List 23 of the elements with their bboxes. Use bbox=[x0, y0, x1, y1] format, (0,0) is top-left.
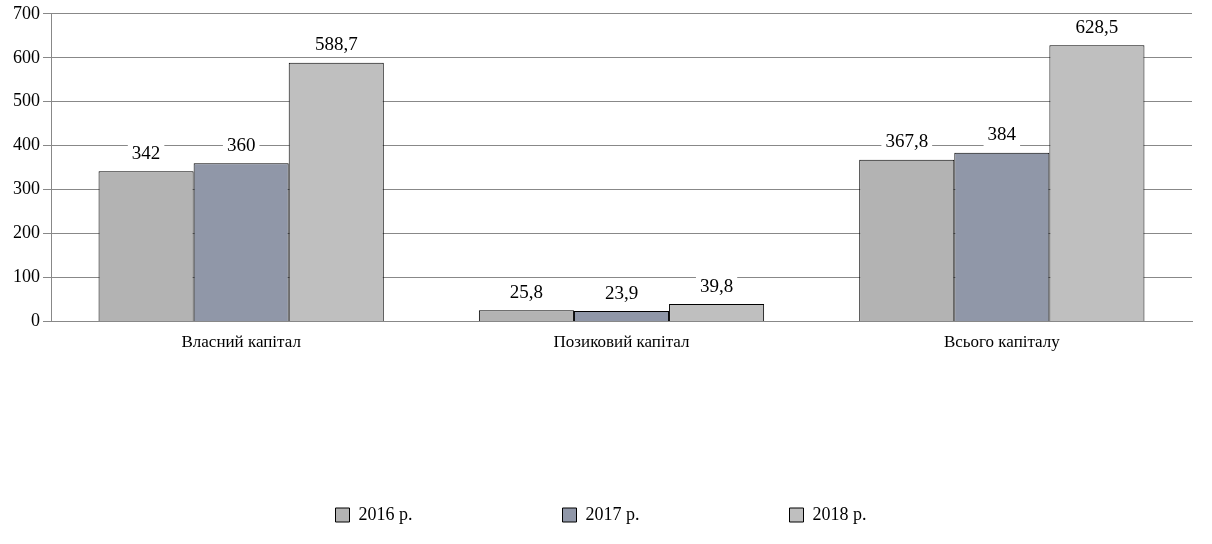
data-label: 25,8 bbox=[509, 280, 544, 302]
data-label: 39,8 bbox=[699, 274, 734, 296]
y-tick-label: 300 bbox=[13, 178, 40, 199]
data-label: 367,8 bbox=[885, 130, 929, 152]
data-label: 342 bbox=[131, 141, 161, 163]
data-label: 384 bbox=[987, 123, 1017, 145]
data-label: 588,7 bbox=[314, 33, 358, 55]
y-tick-label: 600 bbox=[13, 46, 40, 67]
data-label: 628,5 bbox=[1075, 15, 1119, 37]
x-tick-label: Всього капіталу bbox=[943, 332, 1061, 352]
legend-label: 2016 р. bbox=[358, 503, 413, 524]
y-tick-label: 0 bbox=[31, 310, 40, 331]
data-label: 360 bbox=[226, 133, 256, 155]
y-tick-label: 700 bbox=[13, 2, 40, 23]
y-tick-label: 500 bbox=[13, 90, 40, 111]
y-tick-label: 400 bbox=[13, 134, 40, 155]
y-tick-label: 200 bbox=[13, 222, 40, 243]
y-tick-label: 100 bbox=[13, 266, 40, 287]
legend-label: 2018 р. bbox=[812, 503, 867, 524]
data-label: 23,9 bbox=[604, 281, 639, 303]
legend-label: 2017 р. bbox=[585, 503, 640, 524]
x-tick-label: Позиковий капітал bbox=[553, 332, 690, 352]
x-tick-label: Власний капітал bbox=[181, 332, 302, 352]
